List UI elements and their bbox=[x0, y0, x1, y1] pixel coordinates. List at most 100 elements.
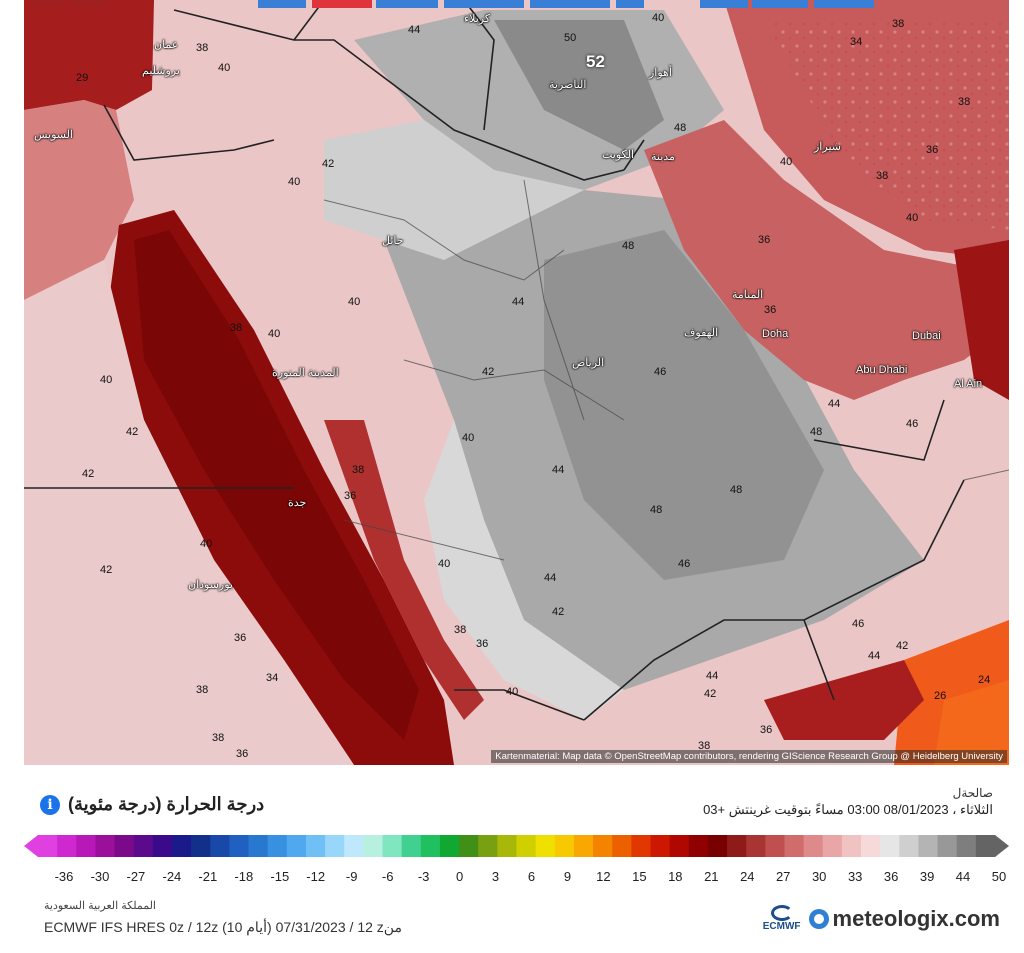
city-label[interactable]: عمان bbox=[154, 39, 179, 51]
city-label[interactable]: حائل bbox=[382, 235, 404, 247]
temperature-value: 36 bbox=[476, 638, 489, 650]
city-label[interactable]: الرياض bbox=[572, 357, 605, 369]
scale-tick-label: -9 bbox=[345, 869, 358, 884]
temperature-value: 36 bbox=[926, 144, 939, 156]
map-attribution[interactable]: Kartenmaterial: Map data © OpenStreetMap… bbox=[491, 750, 1007, 763]
temperature-value: 40 bbox=[906, 212, 919, 224]
scale-color-cell bbox=[152, 835, 173, 857]
city-label[interactable]: أهواز bbox=[649, 67, 672, 79]
scale-color-cell bbox=[612, 835, 632, 857]
map-tab-active[interactable] bbox=[312, 0, 372, 8]
temperature-value: 36 bbox=[234, 632, 247, 644]
city-label[interactable]: الكويت bbox=[602, 149, 635, 161]
scale-tick-label: -3 bbox=[417, 869, 430, 884]
scale-tick-label: -12 bbox=[306, 869, 326, 884]
scale-color-cell bbox=[76, 835, 96, 857]
brand-name: meteologix.com bbox=[832, 905, 1000, 931]
scale-color-cell bbox=[229, 835, 250, 857]
map-tab[interactable] bbox=[814, 0, 874, 8]
city-label[interactable]: السويس bbox=[34, 129, 73, 141]
scale-ticks: -36 -30 -27 -24 -21 -18 -15 -12 -9 -6 -3 0 3 6 9 12 15 18… bbox=[24, 869, 1009, 887]
info-icon[interactable]: i bbox=[40, 794, 60, 815]
map-tab[interactable] bbox=[752, 0, 808, 8]
city-label[interactable]: يروشليم bbox=[142, 65, 180, 77]
scale-color-cell bbox=[573, 835, 594, 857]
city-label[interactable]: المدينة المنورة bbox=[272, 367, 339, 379]
map-tab[interactable] bbox=[444, 0, 524, 8]
city-label[interactable]: جدة bbox=[288, 497, 307, 509]
city-label[interactable]: الناصرية bbox=[549, 79, 587, 91]
temperature-value: 40 bbox=[288, 176, 301, 188]
map-tab[interactable] bbox=[72, 0, 106, 8]
map-tab[interactable] bbox=[258, 0, 306, 8]
city-label[interactable]: بورسودان bbox=[188, 579, 233, 591]
temperature-value: 36 bbox=[760, 724, 773, 736]
weather-map[interactable]: 52 عمان يروشليم السويس كربلاء الناصرية أهواز ا… bbox=[24, 0, 1009, 765]
city-label[interactable]: كربلاء bbox=[464, 13, 491, 25]
temperature-value: 40 bbox=[268, 328, 281, 340]
temperature-value: 36 bbox=[758, 234, 771, 246]
temperature-value: 38 bbox=[698, 740, 711, 752]
scale-color-cell bbox=[631, 835, 651, 857]
ecmwf-icon bbox=[770, 905, 793, 921]
temperature-value: 44 bbox=[868, 650, 881, 662]
scale-tick-label: 21 bbox=[704, 869, 719, 884]
temperature-value: 36 bbox=[764, 304, 777, 316]
model-run[interactable]: ECMWF IFS HRES 0z / 12z (10 أيام) 12 / 0… bbox=[44, 919, 402, 935]
scale-color-cell bbox=[439, 835, 460, 857]
city-label[interactable]: Doha bbox=[762, 328, 789, 340]
temperature-value: 46 bbox=[678, 558, 691, 570]
scale-left-arrow bbox=[24, 835, 38, 857]
scale-tick-label: 50 bbox=[991, 869, 1007, 884]
region-name: المملكة العربية السعودية bbox=[44, 900, 156, 912]
meteologix-logo[interactable]: meteologix.com bbox=[808, 905, 1000, 932]
temperature-value: 34 bbox=[850, 36, 863, 48]
city-label[interactable]: Dubai bbox=[912, 330, 941, 342]
temperature-value: 44 bbox=[552, 464, 565, 476]
scale-tick-label: 18 bbox=[668, 869, 683, 884]
temperature-value: 40 bbox=[200, 538, 213, 550]
city-label[interactable]: Al Ain bbox=[954, 378, 983, 390]
scale-color-cell bbox=[765, 835, 785, 857]
city-label[interactable]: الهفوف bbox=[684, 327, 719, 339]
map-tab[interactable] bbox=[30, 0, 66, 8]
temperature-value: 40 bbox=[652, 12, 665, 24]
temperature-value: 48 bbox=[650, 504, 663, 516]
scale-tick-label: -24 bbox=[162, 869, 182, 884]
temperature-value: 40 bbox=[100, 374, 113, 386]
city-label[interactable]: المنامة bbox=[732, 289, 764, 301]
temperature-value: 46 bbox=[852, 618, 865, 630]
city-label[interactable]: Abu Dhabi bbox=[856, 364, 908, 376]
temperature-value: 40 bbox=[438, 558, 451, 570]
scale-color-cell bbox=[918, 835, 939, 857]
scale-tick-label: 9 bbox=[563, 869, 572, 884]
layer-title-row[interactable]: i درجة الحرارة (درجة مئوية) bbox=[40, 794, 264, 815]
scale-color-cell bbox=[803, 835, 824, 857]
city-label[interactable]: شيراز bbox=[814, 141, 841, 153]
scale-color-cell bbox=[248, 835, 269, 857]
scale-color-cell bbox=[171, 835, 192, 857]
temperature-value: 42 bbox=[896, 640, 909, 652]
temperature-value: 38 bbox=[876, 170, 889, 182]
scale-color-cell bbox=[554, 835, 575, 857]
max-temperature-label: 52 bbox=[586, 52, 605, 71]
temperature-value: 48 bbox=[622, 240, 635, 252]
temperature-value: 46 bbox=[654, 366, 667, 378]
scale-tick-label: 27 bbox=[775, 869, 791, 884]
map-tab[interactable] bbox=[700, 0, 748, 8]
validity-time[interactable]: صالحةل الثلاثاء ، 08/01/2023 03:00 مساءً… bbox=[703, 786, 993, 818]
country-borders bbox=[24, 0, 965, 721]
scale-color-cell bbox=[669, 835, 690, 857]
temperature-value: 48 bbox=[810, 426, 823, 438]
scale-color-cell bbox=[593, 835, 613, 857]
ecmwf-label: ECMWF bbox=[762, 921, 801, 932]
map-tab[interactable] bbox=[376, 0, 438, 8]
map-tab[interactable] bbox=[530, 0, 610, 8]
temperature-value: 44 bbox=[706, 670, 719, 682]
city-label[interactable]: مدينة bbox=[651, 151, 675, 163]
ecmwf-logo[interactable]: ECMWF bbox=[763, 905, 801, 932]
map-tab[interactable] bbox=[616, 0, 644, 8]
temperature-value: 42 bbox=[322, 158, 335, 170]
scale-color-cell bbox=[133, 835, 154, 857]
scale-tick-label: 12 bbox=[596, 869, 611, 884]
